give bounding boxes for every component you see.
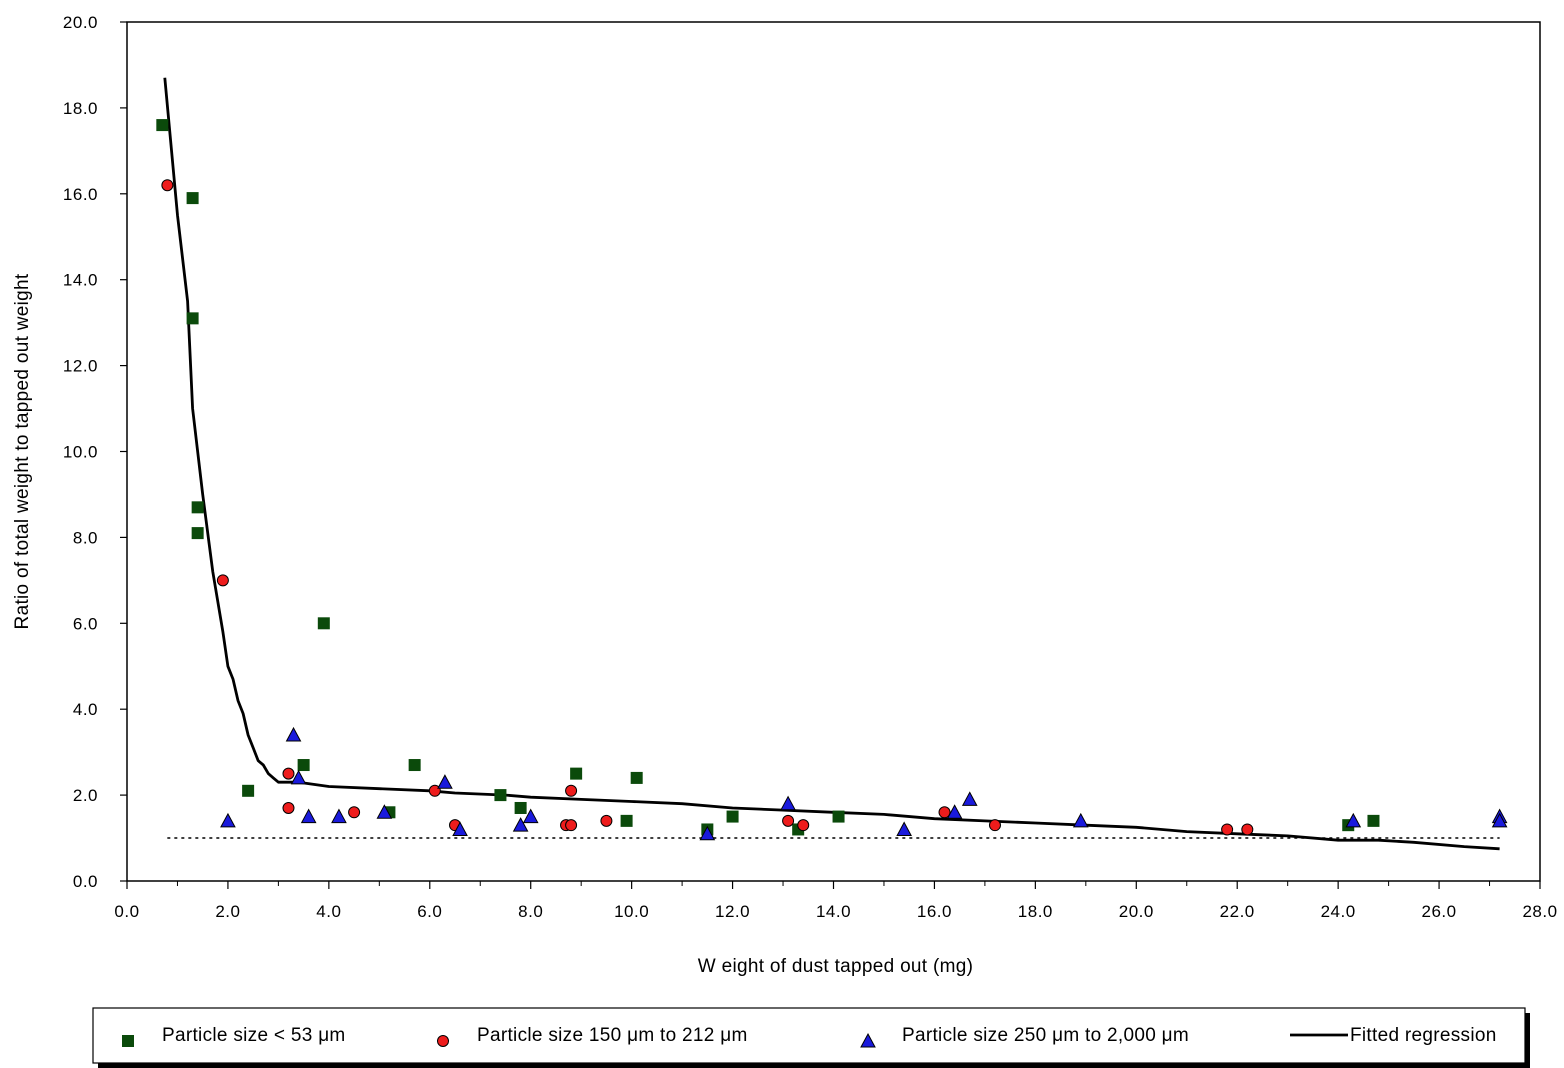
triangle-point	[452, 821, 468, 836]
x-tick-label: 28.0	[1522, 902, 1557, 921]
circle-point	[348, 806, 361, 819]
y-axis-title: Ratio of total weight to tapped out weig…	[12, 273, 33, 629]
circle-point	[565, 819, 578, 832]
square-point	[620, 814, 633, 827]
square-point	[570, 767, 583, 780]
square-point	[1367, 814, 1380, 827]
circle-point	[938, 806, 951, 819]
y-tick-label: 2.0	[73, 786, 98, 805]
circle-point	[282, 801, 295, 814]
square-point	[630, 771, 643, 784]
regression-curve	[163, 77, 1500, 851]
x-tick-label: 4.0	[316, 902, 341, 921]
square-point	[186, 312, 199, 325]
x-tick-label: 0.0	[114, 902, 139, 921]
legend-circle-symbol	[437, 1035, 449, 1047]
triangle-point	[285, 726, 302, 742]
triangle-point	[290, 769, 307, 785]
triangle-point	[512, 817, 529, 832]
legend: Particle size < 53 μm Particle size 150 μ…	[92, 1007, 1530, 1068]
triangle-point	[300, 808, 317, 824]
square-point	[408, 759, 421, 772]
triangle-point	[780, 795, 796, 811]
triangle-point	[896, 821, 912, 836]
x-tick-label: 24.0	[1321, 902, 1356, 921]
x-tick-label: 16.0	[917, 902, 952, 921]
legend-label: Particle size 250 μm to 2,000 μm	[902, 1025, 1189, 1046]
axis-ticks: 0.0 2.0 4.0 6.0 8.0 10.0 12.0 14.0 16.0 18.0 20.0 2…	[63, 13, 1557, 921]
square-point	[191, 501, 204, 514]
legend-square-symbol	[122, 1035, 134, 1047]
y-tick-label: 8.0	[73, 528, 98, 547]
y-tick-label: 4.0	[73, 700, 98, 719]
y-tick-label: 20.0	[63, 13, 98, 32]
triangle-point	[1345, 812, 1362, 828]
circle-point	[782, 814, 795, 827]
legend-box	[92, 1007, 1526, 1064]
y-tick-label: 6.0	[73, 614, 98, 633]
square-point	[297, 759, 310, 772]
circle-point	[797, 819, 810, 832]
circle-point	[282, 767, 295, 780]
y-tick-label: 16.0	[63, 185, 98, 204]
square-point	[726, 810, 739, 823]
triangle-point	[699, 825, 716, 841]
x-tick-label: 12.0	[715, 902, 750, 921]
x-tick-label: 6.0	[417, 902, 442, 921]
circle-point	[161, 179, 174, 192]
square-point	[242, 784, 255, 797]
legend-triangle-symbol	[860, 1032, 876, 1048]
regression-line	[163, 77, 1500, 851]
legend-label: Fitted regression	[1350, 1025, 1497, 1046]
legend-label: Particle size < 53 μm	[162, 1025, 346, 1046]
square-point	[317, 617, 330, 630]
x-tick-label: 18.0	[1018, 902, 1053, 921]
triangle-point	[1491, 812, 1508, 828]
square-point	[156, 119, 169, 132]
x-tick-label: 14.0	[816, 902, 851, 921]
triangle-point	[522, 808, 539, 824]
data-points	[156, 119, 1508, 841]
triangle-point	[331, 808, 347, 824]
y-tick-label: 12.0	[63, 357, 98, 376]
legend-label: Particle size 150 μm to 212 μm	[477, 1025, 748, 1046]
y-tick-label: 10.0	[63, 443, 98, 462]
square-point	[832, 810, 845, 823]
square-point	[191, 527, 204, 540]
circle-point	[565, 784, 578, 797]
triangle-point	[961, 791, 978, 806]
square-point	[494, 789, 507, 802]
circle-point	[600, 814, 613, 827]
y-tick-label: 14.0	[63, 271, 98, 290]
triangle-point	[1072, 812, 1089, 828]
circle-point	[1241, 823, 1254, 836]
x-axis-title: W eight of dust tapped out (mg)	[698, 956, 973, 977]
y-tick-label: 0.0	[73, 872, 98, 891]
x-tick-label: 22.0	[1220, 902, 1255, 921]
triangle-point	[220, 812, 236, 828]
circle-point	[1221, 823, 1234, 836]
circle-point	[216, 574, 229, 587]
x-tick-label: 26.0	[1422, 902, 1457, 921]
circle-point	[988, 819, 1001, 832]
x-tick-label: 2.0	[215, 902, 240, 921]
triangle-point	[946, 804, 963, 819]
square-point	[514, 801, 527, 814]
y-tick-label: 18.0	[63, 99, 98, 118]
x-tick-label: 20.0	[1119, 902, 1154, 921]
triangle-point	[376, 804, 393, 819]
x-tick-label: 10.0	[614, 902, 649, 921]
square-point	[186, 192, 199, 205]
x-tick-label: 8.0	[518, 902, 543, 921]
triangle-point	[437, 774, 453, 789]
